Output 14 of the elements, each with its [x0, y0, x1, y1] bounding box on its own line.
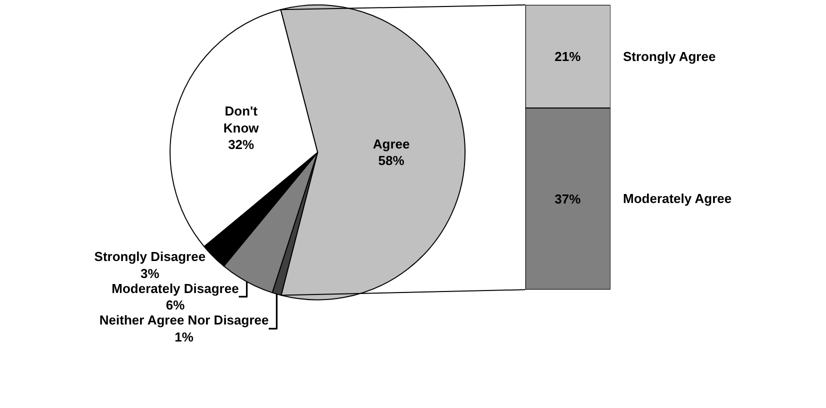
- series-label: Strongly Agree: [623, 49, 716, 64]
- slice-label: Don't Know: [223, 103, 260, 136]
- slice-label: Agree: [372, 136, 410, 152]
- data-label: 6%: [166, 298, 186, 313]
- data-label: 32%: [228, 137, 255, 152]
- slice-label: Strongly Disagree: [94, 248, 206, 264]
- data-label: 1%: [174, 330, 194, 345]
- slice-label: Moderately Disagree: [112, 280, 239, 296]
- data-label: 3%: [140, 266, 160, 281]
- slice-label: Neither Agree Nor Disagree: [99, 312, 269, 328]
- data-label: 21%: [554, 48, 582, 64]
- series-label: Moderately Agree: [623, 191, 732, 206]
- data-label: 58%: [378, 153, 405, 168]
- data-label: 37%: [554, 191, 582, 206]
